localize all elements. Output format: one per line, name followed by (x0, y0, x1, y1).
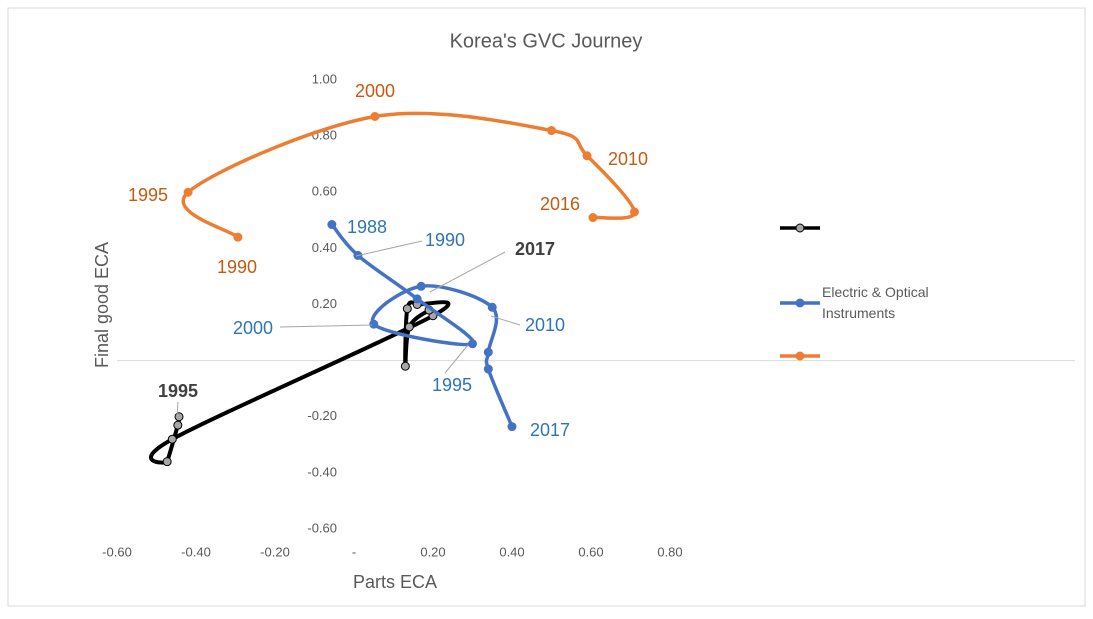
data-point (233, 232, 243, 242)
data-point (183, 187, 193, 197)
y-tick-label: -0.20 (307, 408, 337, 423)
annotation: 2016 (540, 194, 580, 214)
annotation-leader (490, 315, 521, 326)
x-tick-label: -0.60 (102, 544, 132, 559)
x-tick-label: 0.80 (657, 544, 682, 559)
data-point (173, 420, 183, 430)
y-tick-label: 0.40 (312, 240, 337, 255)
annotation-leader (429, 251, 506, 293)
series-line (330, 223, 514, 428)
x-axis-title: Parts ECA (353, 572, 437, 592)
legend-marker (795, 223, 805, 233)
annotation: 1988 (347, 217, 387, 237)
data-point (487, 302, 497, 312)
data-point (547, 126, 556, 136)
data-point (400, 361, 410, 371)
chart-border (7, 7, 1086, 607)
y-tick-label: -0.40 (307, 464, 337, 479)
annotation: 1990 (425, 230, 465, 250)
annotation: 2017 (515, 239, 555, 259)
data-point (412, 294, 422, 304)
data-point (369, 319, 379, 329)
legend-label: Electric & Optical Instruments (822, 284, 929, 321)
x-tick-label: -0.40 (181, 544, 211, 559)
y-tick-label: -0.60 (307, 520, 337, 535)
y-tick-label: 1.00 (312, 71, 337, 86)
annotation: 1990 (217, 257, 257, 277)
data-point (404, 322, 414, 332)
x-tick-label: 0.60 (578, 544, 603, 559)
annotation: 1995 (432, 375, 472, 395)
annotation: 2010 (525, 315, 565, 335)
annotation: 1995 (158, 381, 198, 401)
x-tick-label: -0.20 (260, 544, 290, 559)
data-point (629, 207, 639, 217)
data-point (162, 457, 172, 467)
x-tick-label: 0.40 (499, 544, 524, 559)
data-point (483, 347, 493, 357)
x-tick-label: - (352, 544, 356, 559)
data-point (416, 281, 426, 291)
data-point (370, 111, 380, 121)
data-point (327, 220, 337, 230)
data-point (582, 151, 592, 161)
data-point (507, 422, 517, 432)
annotation-leader (176, 401, 179, 417)
y-tick-label: 0.60 (312, 184, 337, 199)
annotation: 2000 (355, 81, 395, 101)
data-point (468, 339, 477, 349)
legend-marker (795, 351, 805, 361)
chart-title: Korea's GVC Journey (450, 30, 643, 52)
x-tick-label: 0.20 (420, 544, 445, 559)
annotation-leader (444, 344, 469, 374)
y-tick-label: 0.20 (312, 296, 337, 311)
data-point (402, 304, 412, 314)
annotation-leader (355, 240, 423, 257)
data-point (483, 364, 493, 374)
annotation: 2010 (608, 149, 648, 169)
annotation: 2017 (530, 420, 570, 440)
annotation: 2000 (233, 318, 273, 338)
legend-marker (795, 298, 805, 308)
data-point (167, 434, 177, 444)
annotation-leader (279, 324, 373, 328)
data-point (174, 412, 184, 422)
annotation: 1995 (128, 185, 168, 205)
y-axis-title: Final good ECA (92, 242, 112, 368)
data-point (588, 213, 598, 223)
